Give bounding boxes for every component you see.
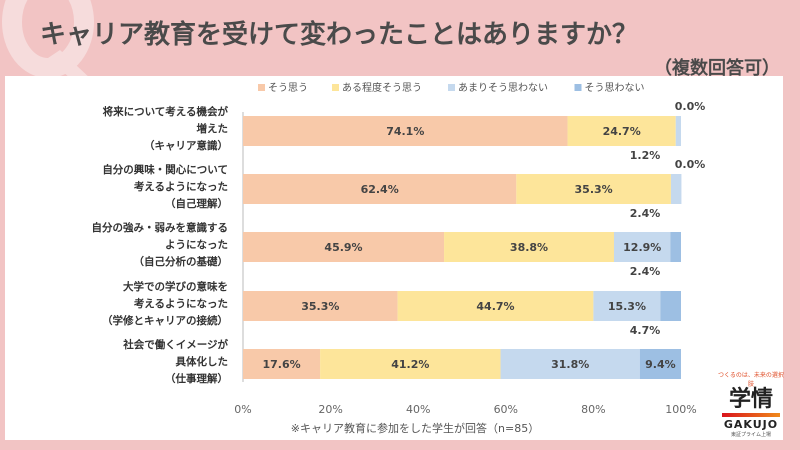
data-label: 24.7% xyxy=(603,125,641,138)
watermark-q-ring xyxy=(2,0,94,78)
data-label: 31.8% xyxy=(551,358,589,371)
x-tick-label: 100% xyxy=(665,403,696,416)
data-label: 4.7% xyxy=(630,324,661,337)
category-label: 具体化した xyxy=(175,355,229,368)
bar-segment xyxy=(397,291,594,321)
data-label: 2.4% xyxy=(630,207,661,220)
logo-tagline: つくるのは、未来の選択肢 xyxy=(718,372,784,388)
data-label: 41.2% xyxy=(391,358,429,371)
category-label: 将来について考える機会が xyxy=(103,105,229,118)
x-tick-label: 0% xyxy=(234,403,251,416)
bar-segment xyxy=(243,291,398,321)
category-label: 自分の強み・弱みを意識する xyxy=(92,221,229,234)
data-label: 74.1% xyxy=(386,125,424,138)
data-label: 17.6% xyxy=(262,358,300,371)
bar-segment xyxy=(516,174,671,204)
bar-segment xyxy=(243,349,321,379)
category-label: 社会で働くイメージが xyxy=(122,338,228,351)
category-label: （学修とキャリアの接続） xyxy=(102,314,228,327)
bar-segment xyxy=(670,174,682,204)
chart-note: ※キャリア教育に参加をした学生が回答（n=85） xyxy=(291,421,539,435)
bar-segment xyxy=(675,116,681,146)
page-title: キャリア教育を受けて変わったことはありますか？ xyxy=(40,20,639,50)
x-tick-label: 80% xyxy=(581,403,605,416)
category-label: （自己分析の基礎） xyxy=(134,255,229,268)
data-label: 35.3% xyxy=(575,183,613,196)
data-label: 0.0% xyxy=(675,100,706,113)
gakujo-logo: つくるのは、未来の選択肢 学情 GAKUJO 東証プライム上場 xyxy=(718,370,784,438)
bar-segment xyxy=(639,349,681,379)
category-label: （自己理解） xyxy=(165,197,228,210)
data-label: 15.3% xyxy=(608,300,646,313)
watermark-q-graphic xyxy=(2,0,94,80)
legend-swatch xyxy=(448,84,455,91)
bar-segment xyxy=(444,232,614,262)
x-tick-label: 60% xyxy=(494,403,518,416)
bar-segment xyxy=(567,116,676,146)
data-label: 62.4% xyxy=(361,183,399,196)
x-tick-label: 40% xyxy=(406,403,430,416)
data-label: 45.9% xyxy=(324,241,362,254)
data-label: 12.9% xyxy=(623,241,661,254)
category-label: 大学での学びの意味を xyxy=(123,280,228,293)
bar-segment xyxy=(613,232,671,262)
data-label: 35.3% xyxy=(301,300,339,313)
bar-segment xyxy=(243,116,568,146)
logo-bar xyxy=(722,413,780,417)
data-label: 0.0% xyxy=(675,158,706,171)
logo-name: 学情 xyxy=(728,387,773,412)
data-label: 44.7% xyxy=(476,300,514,313)
category-label: （仕事理解） xyxy=(165,372,228,385)
legend-swatch xyxy=(574,84,582,91)
logo-en: GAKUJO xyxy=(723,418,779,431)
category-label: 自分の興味・関心について xyxy=(102,163,228,176)
legend-label: そう思わない xyxy=(585,82,645,94)
category-label: 増えた xyxy=(197,122,229,135)
legend-label: あまりそう思わない xyxy=(458,82,548,94)
legend-swatch xyxy=(332,84,339,91)
bar-segment xyxy=(593,291,661,321)
category-label: ようになった xyxy=(165,239,228,251)
bar-segment xyxy=(670,232,681,262)
bar-segment xyxy=(660,291,681,321)
bar-segment xyxy=(320,349,501,379)
watermark-q-tail xyxy=(48,50,92,80)
legend-swatch xyxy=(258,84,265,91)
page-subtitle: （複数回答可） xyxy=(654,58,780,79)
bar-segment xyxy=(243,174,517,204)
bar-segment xyxy=(500,349,640,379)
data-label: 1.2% xyxy=(630,149,661,162)
bar-segment xyxy=(243,232,445,262)
data-label: 38.8% xyxy=(510,241,548,254)
legend-label: ある程度そう思う xyxy=(342,81,422,94)
x-tick-label: 20% xyxy=(318,403,342,416)
data-label: 9.4% xyxy=(645,358,676,371)
category-label: 考えるようになった xyxy=(134,297,228,310)
legend-label: そう思う xyxy=(268,82,308,94)
category-label: 考えるようになった xyxy=(134,180,228,193)
category-label: （キャリア意識） xyxy=(144,139,228,152)
logo-listing: 東証プライム上場 xyxy=(731,432,771,438)
data-label: 2.4% xyxy=(630,265,661,278)
